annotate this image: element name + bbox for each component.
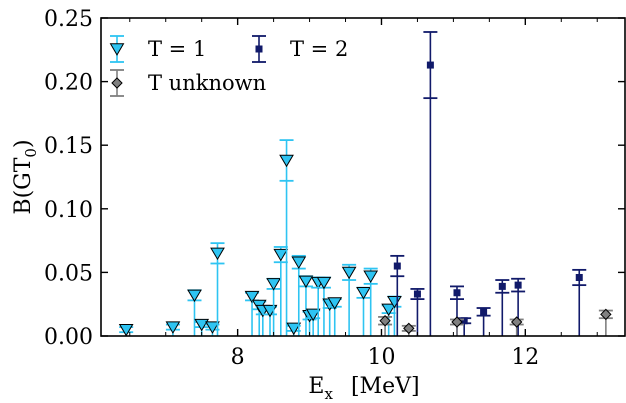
data-point bbox=[286, 322, 302, 336]
x-tick-label: 8 bbox=[231, 345, 245, 370]
data-point bbox=[460, 317, 468, 325]
legend-marker bbox=[109, 43, 125, 56]
plot-frame bbox=[100, 17, 626, 337]
data-point bbox=[266, 278, 281, 291]
y-tick-label: 0.00 bbox=[44, 325, 93, 350]
legend-marker bbox=[111, 77, 123, 89]
legend-marker bbox=[255, 45, 263, 53]
y-axis-label: B(GT0) bbox=[11, 139, 40, 214]
data-point bbox=[379, 315, 391, 327]
axis-ticks: 0.00 0.05 0.10 0.15 0.20 0.25 8 10 12 bbox=[44, 7, 625, 370]
data-point bbox=[291, 256, 307, 270]
y-tick-label: 0.25 bbox=[44, 7, 93, 32]
legend-label: T = 2 bbox=[290, 37, 348, 61]
y-axis-label-sub: 0 bbox=[22, 148, 40, 158]
plot-marks bbox=[118, 31, 613, 337]
x-axis-label: Ex [MeV] bbox=[308, 374, 419, 403]
data-point bbox=[356, 287, 371, 300]
y-tick-label: 0.10 bbox=[44, 198, 93, 223]
data-point bbox=[480, 308, 488, 316]
data-point bbox=[210, 247, 225, 261]
data-point bbox=[600, 308, 612, 321]
data-point bbox=[244, 290, 260, 304]
data-point bbox=[327, 297, 343, 310]
series-0 bbox=[118, 139, 402, 337]
data-point bbox=[298, 275, 314, 289]
data-point bbox=[393, 262, 401, 270]
data-point bbox=[498, 282, 506, 290]
data-point bbox=[279, 154, 294, 168]
data-point bbox=[363, 270, 379, 284]
y-tick-label: 0.05 bbox=[44, 261, 93, 286]
data-point bbox=[514, 281, 522, 289]
data-point bbox=[187, 289, 202, 303]
legend: T = 1 T = 2 T unknown bbox=[109, 35, 348, 97]
data-point bbox=[118, 323, 134, 337]
series-1 bbox=[390, 31, 587, 336]
data-point bbox=[453, 289, 461, 297]
y-tick-label: 0.15 bbox=[44, 134, 93, 159]
legend-entry-0: T = 1 bbox=[109, 35, 206, 63]
x-tick-label: 10 bbox=[367, 345, 395, 370]
data-point bbox=[205, 321, 220, 334]
x-axis-label-main: E bbox=[308, 374, 324, 399]
data-point bbox=[316, 276, 332, 290]
legend-entry-2: T unknown bbox=[110, 69, 266, 97]
data-point bbox=[194, 318, 210, 332]
data-point bbox=[451, 316, 463, 328]
x-tick-label: 12 bbox=[511, 345, 539, 370]
y-axis-label-main: B(GT bbox=[11, 157, 36, 214]
y-axis-label-close: ) bbox=[11, 139, 36, 148]
data-point bbox=[403, 322, 415, 335]
series-2 bbox=[378, 308, 613, 336]
data-point bbox=[273, 248, 289, 262]
x-axis-label-unit: [MeV] bbox=[351, 374, 420, 399]
data-point bbox=[165, 321, 181, 334]
data-point bbox=[510, 316, 523, 328]
data-point bbox=[575, 273, 583, 281]
data-point bbox=[305, 308, 321, 322]
legend-label: T unknown bbox=[148, 71, 266, 95]
data-point bbox=[426, 61, 434, 69]
x-axis-label-sub: x bbox=[324, 385, 333, 403]
y-tick-label: 0.20 bbox=[44, 71, 93, 96]
data-point bbox=[413, 290, 421, 298]
legend-entry-1: T = 2 bbox=[252, 35, 348, 63]
data-point bbox=[341, 266, 357, 280]
legend-label: T = 1 bbox=[148, 37, 206, 61]
